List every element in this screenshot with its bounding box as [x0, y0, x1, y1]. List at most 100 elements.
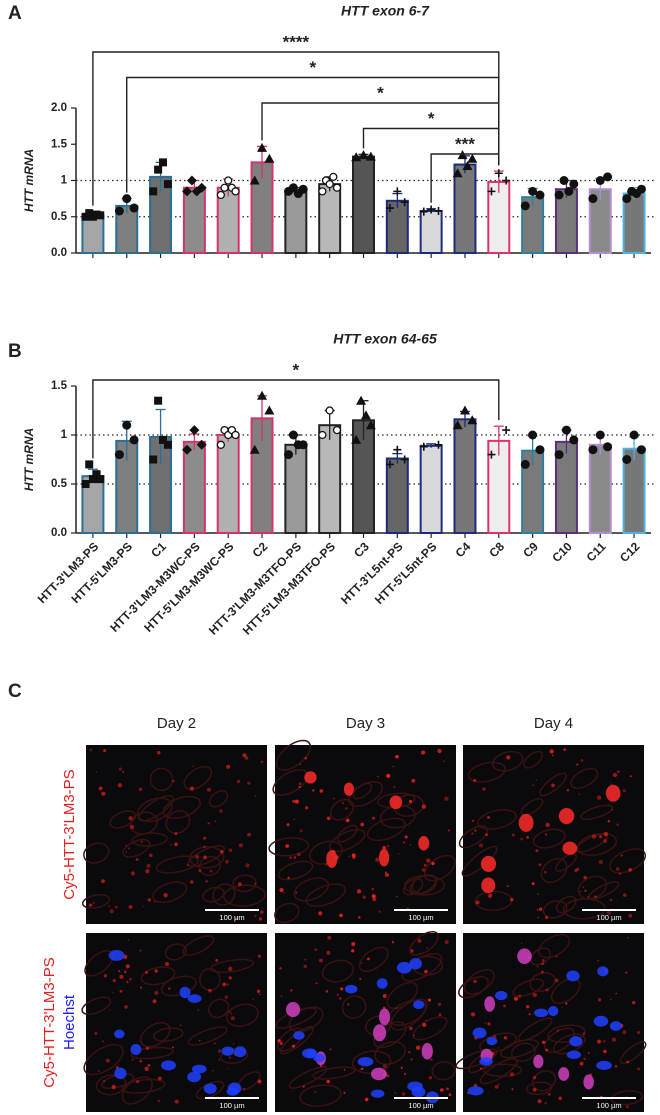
hoechst-nucleus — [479, 1057, 493, 1066]
cy5-signal — [163, 893, 168, 898]
cy5-nucleus — [484, 996, 496, 1012]
cell-outline — [149, 767, 174, 792]
data-point — [122, 194, 132, 204]
cy5-signal — [579, 890, 582, 893]
cy5-signal — [579, 1061, 584, 1066]
cy5-signal — [611, 808, 614, 811]
cy5-signal — [290, 989, 293, 992]
cell-outline — [500, 1039, 539, 1059]
data-point — [528, 186, 538, 196]
cy5-signal — [245, 863, 250, 868]
data-point — [434, 206, 443, 215]
cy5-signal — [298, 785, 301, 789]
data-point — [365, 151, 376, 161]
data-point — [360, 410, 371, 420]
cy5-signal — [154, 969, 158, 973]
data-point — [154, 396, 163, 405]
cy5-signal — [426, 947, 428, 949]
cy5-signal — [386, 844, 390, 848]
cy5-nucleus — [379, 1008, 391, 1026]
cy5-signal — [171, 1046, 174, 1049]
significance-label: **** — [283, 32, 310, 51]
cy5-signal — [471, 1012, 476, 1017]
cy5-signal — [228, 976, 232, 980]
cy5-signal — [114, 905, 118, 909]
row-label: Cy5-HTT-3'LM3-PS — [41, 957, 58, 1087]
data-point — [588, 194, 598, 204]
x-tick-label: C9 — [520, 539, 541, 560]
data-point — [189, 425, 200, 436]
cy5-signal — [217, 1049, 222, 1053]
data-point — [385, 204, 394, 213]
cy5-signal — [401, 1092, 406, 1096]
cy5-signal — [103, 1079, 106, 1083]
data-point — [288, 430, 298, 440]
cy5-nucleus — [558, 807, 575, 825]
cell-outline — [83, 842, 110, 864]
cell-outline — [189, 846, 225, 869]
cell-outline — [458, 825, 488, 849]
data-point — [149, 455, 158, 464]
cy5-signal — [444, 939, 449, 945]
cy5-signal — [506, 755, 511, 760]
cell-outline — [386, 981, 419, 1010]
cy5-signal — [424, 969, 428, 974]
cy5-signal — [247, 832, 251, 837]
cy5-signal — [511, 1088, 514, 1091]
data-point — [636, 184, 646, 194]
cy5-signal — [421, 868, 426, 872]
cy5-signal — [444, 796, 449, 801]
cy5-signal — [243, 1088, 246, 1091]
cy5-signal — [230, 1016, 235, 1021]
cy5-signal — [597, 960, 599, 962]
data-point — [588, 445, 598, 455]
cy5-signal — [124, 1005, 128, 1009]
cy5-signal — [412, 1034, 415, 1037]
hoechst-nucleus — [593, 1015, 609, 1027]
cy5-signal — [254, 795, 257, 798]
cy5-signal — [205, 880, 208, 883]
cy5-signal — [125, 964, 130, 969]
cy5-signal — [620, 854, 623, 857]
data-point — [365, 420, 376, 430]
cy5-signal — [247, 781, 251, 785]
cy5-signal — [361, 962, 363, 964]
cy5-signal — [127, 938, 130, 941]
cy5-signal — [129, 978, 132, 981]
cy5-signal — [474, 829, 477, 832]
cy5-signal — [598, 859, 604, 865]
data-point — [462, 161, 473, 170]
hoechst-nucleus — [396, 961, 412, 974]
cy5-signal — [144, 970, 148, 974]
cy5-signal — [203, 836, 207, 840]
data-point — [196, 182, 207, 193]
data-point — [559, 176, 569, 185]
cy5-nucleus — [605, 784, 621, 802]
data-point — [329, 172, 338, 182]
cy5-signal — [611, 1037, 617, 1042]
y-tick-label: 1 — [61, 429, 68, 441]
cy5-signal — [409, 844, 412, 846]
cy5-signal — [303, 964, 308, 969]
cell-outline — [276, 1027, 304, 1052]
cy5-signal — [622, 789, 626, 793]
cy5-signal — [118, 767, 122, 771]
cy5-signal — [428, 1076, 433, 1080]
cy5-signal — [279, 967, 282, 970]
cy5-signal — [386, 773, 391, 778]
cell-outline — [288, 1066, 328, 1089]
chart-title: HTT exon 64-65 — [333, 331, 437, 347]
cy5-signal — [125, 844, 127, 847]
cy5-signal — [215, 959, 219, 962]
data-point — [351, 434, 362, 444]
cell-outline — [139, 1021, 171, 1048]
cy5-signal — [532, 1075, 537, 1080]
cell-outline — [136, 797, 173, 823]
data-point — [325, 406, 334, 415]
cell-outline — [358, 946, 389, 972]
cy5-signal — [421, 750, 426, 755]
cell-outline — [547, 1024, 586, 1044]
cy5-signal — [627, 937, 629, 939]
cy5-signal — [615, 867, 620, 871]
cy5-signal — [297, 852, 301, 857]
